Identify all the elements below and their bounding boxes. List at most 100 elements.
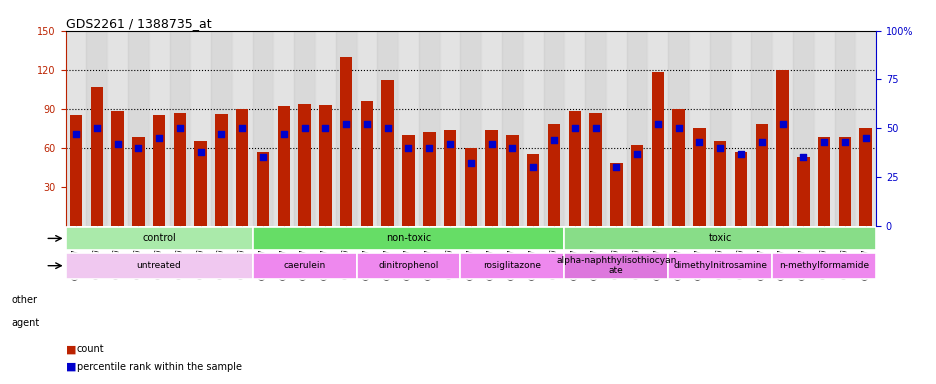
Text: n-methylformamide: n-methylformamide bbox=[778, 261, 869, 270]
Bar bbox=[357, 253, 460, 279]
Bar bbox=[231, 31, 253, 226]
Point bbox=[629, 151, 644, 157]
Bar bbox=[86, 31, 107, 226]
Bar bbox=[195, 141, 207, 226]
Point bbox=[235, 125, 250, 131]
Bar bbox=[402, 135, 415, 226]
Bar bbox=[444, 129, 456, 226]
Bar bbox=[776, 70, 788, 226]
Bar bbox=[754, 124, 768, 226]
Bar bbox=[505, 135, 519, 226]
Bar bbox=[460, 253, 563, 279]
Bar bbox=[688, 31, 709, 226]
Bar bbox=[340, 57, 352, 226]
Point bbox=[213, 131, 228, 137]
Bar bbox=[734, 152, 746, 226]
Text: untreated: untreated bbox=[137, 261, 182, 270]
Bar bbox=[609, 163, 622, 226]
Point bbox=[68, 131, 83, 137]
Text: GDS2261 / 1388735_at: GDS2261 / 1388735_at bbox=[66, 17, 211, 30]
Bar bbox=[377, 31, 398, 226]
Point bbox=[131, 145, 146, 151]
Point bbox=[484, 141, 499, 147]
Point bbox=[753, 139, 768, 145]
Bar bbox=[253, 253, 357, 279]
Bar bbox=[253, 227, 563, 250]
Text: dimethylnitrosamine: dimethylnitrosamine bbox=[672, 261, 767, 270]
Bar bbox=[439, 31, 460, 226]
Point bbox=[401, 145, 416, 151]
Text: other: other bbox=[11, 295, 37, 305]
Bar bbox=[651, 72, 664, 226]
Bar bbox=[548, 124, 560, 226]
Point bbox=[193, 149, 208, 155]
Bar bbox=[606, 31, 626, 226]
Bar bbox=[838, 137, 850, 226]
Bar bbox=[422, 132, 435, 226]
Bar bbox=[169, 31, 190, 226]
Bar bbox=[211, 31, 231, 226]
Bar bbox=[751, 31, 771, 226]
Point bbox=[795, 154, 810, 161]
Bar bbox=[563, 227, 875, 250]
Bar bbox=[149, 31, 169, 226]
Point bbox=[546, 137, 561, 143]
Bar bbox=[647, 31, 667, 226]
Bar bbox=[812, 31, 834, 226]
Text: count: count bbox=[77, 344, 104, 354]
Point bbox=[89, 125, 104, 131]
Point bbox=[152, 135, 167, 141]
Point bbox=[380, 125, 395, 131]
Point bbox=[588, 125, 603, 131]
Bar bbox=[153, 115, 165, 226]
Bar bbox=[91, 87, 103, 226]
Point bbox=[774, 121, 789, 127]
Text: percentile rank within the sample: percentile rank within the sample bbox=[77, 362, 241, 372]
Bar bbox=[128, 31, 149, 226]
Bar bbox=[630, 145, 643, 226]
Bar bbox=[667, 31, 688, 226]
Text: toxic: toxic bbox=[708, 233, 731, 243]
Bar bbox=[277, 106, 290, 226]
Text: dinitrophenol: dinitrophenol bbox=[378, 261, 438, 270]
Text: ■: ■ bbox=[66, 362, 76, 372]
Bar bbox=[817, 137, 829, 226]
Text: control: control bbox=[142, 233, 176, 243]
Bar bbox=[381, 80, 393, 226]
Point bbox=[317, 125, 332, 131]
Text: ■: ■ bbox=[66, 344, 76, 354]
Bar bbox=[190, 31, 211, 226]
Bar bbox=[398, 31, 418, 226]
Bar bbox=[319, 105, 331, 226]
Bar bbox=[256, 152, 269, 226]
Bar bbox=[771, 31, 792, 226]
Text: rosiglitazone: rosiglitazone bbox=[483, 261, 541, 270]
Bar bbox=[460, 31, 481, 226]
Bar bbox=[236, 109, 248, 226]
Point bbox=[256, 154, 271, 161]
Point bbox=[837, 139, 852, 145]
Point bbox=[691, 139, 706, 145]
Bar bbox=[298, 104, 311, 226]
Bar bbox=[107, 31, 128, 226]
Bar bbox=[360, 101, 373, 226]
Bar bbox=[253, 31, 273, 226]
Bar bbox=[464, 148, 476, 226]
Bar bbox=[132, 137, 144, 226]
Point bbox=[110, 141, 124, 147]
Bar bbox=[502, 31, 522, 226]
Point bbox=[608, 164, 623, 170]
Bar bbox=[294, 31, 314, 226]
Bar bbox=[418, 31, 439, 226]
Point bbox=[359, 121, 374, 127]
Point bbox=[566, 125, 581, 131]
Bar bbox=[357, 31, 377, 226]
Bar bbox=[672, 109, 684, 226]
Bar bbox=[858, 128, 871, 226]
Point bbox=[733, 151, 748, 157]
Bar bbox=[526, 154, 539, 226]
Point bbox=[421, 145, 436, 151]
Bar bbox=[713, 141, 725, 226]
Point bbox=[816, 139, 831, 145]
Bar bbox=[563, 31, 584, 226]
